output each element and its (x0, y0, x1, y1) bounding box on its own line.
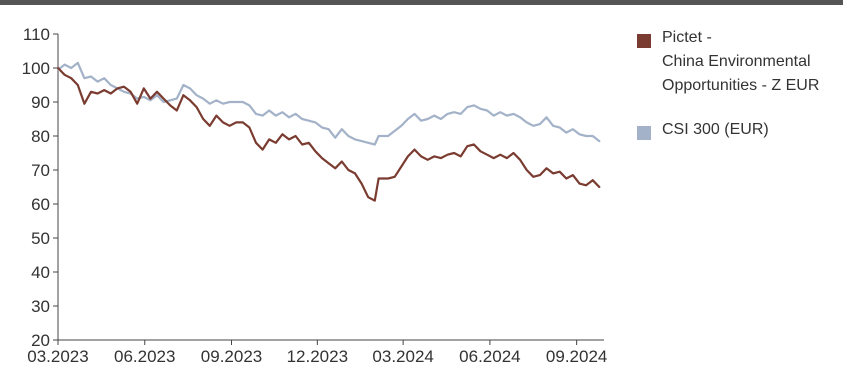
x-tick-label: 06.2023 (114, 347, 175, 366)
y-tick-label: 100 (22, 59, 50, 78)
x-axis-ticks: 03.2023 06.2023 09.2023 12.2023 03.2024 06.20… (27, 340, 607, 366)
y-tick-label: 60 (31, 195, 50, 214)
y-tick-label: 80 (31, 127, 50, 146)
legend-label-2: CSI 300 (EUR) (662, 121, 769, 138)
legend-swatch-2 (637, 126, 651, 140)
y-tick-label: 40 (31, 263, 50, 282)
x-tick-label: 12.2023 (287, 347, 348, 366)
legend-swatch-1 (637, 34, 651, 48)
series-lines (56, 61, 601, 202)
x-tick-label: 06.2024 (459, 347, 520, 366)
y-tick-label: 30 (31, 297, 50, 316)
y-tick-label: 90 (31, 93, 50, 112)
y-axis-ticks: 20 30 40 50 60 70 80 90 100 110 (22, 25, 58, 350)
y-tick-label: 20 (31, 331, 50, 350)
y-tick-label: 110 (23, 25, 50, 44)
x-tick-label: 03.2024 (372, 347, 433, 366)
legend: Pictet - China Environmental Opportunities… (637, 29, 819, 140)
y-tick-label: 70 (31, 161, 50, 180)
top-rule (0, 0, 843, 5)
legend-label-1: Opportunities - Z EUR (662, 77, 819, 94)
series-line-1 (56, 66, 601, 202)
plot-area: 20 30 40 50 60 70 80 90 100 110 03.2023 06.2023 09.… (22, 25, 608, 366)
x-tick-label: 09.2024 (546, 347, 607, 366)
y-tick-label: 50 (31, 229, 50, 248)
series-line-2 (56, 61, 601, 146)
legend-label-1: Pictet - (662, 29, 712, 46)
legend-label-1: China Environmental (662, 53, 811, 70)
x-tick-label: 03.2023 (27, 347, 88, 366)
x-tick-label: 09.2023 (201, 347, 262, 366)
